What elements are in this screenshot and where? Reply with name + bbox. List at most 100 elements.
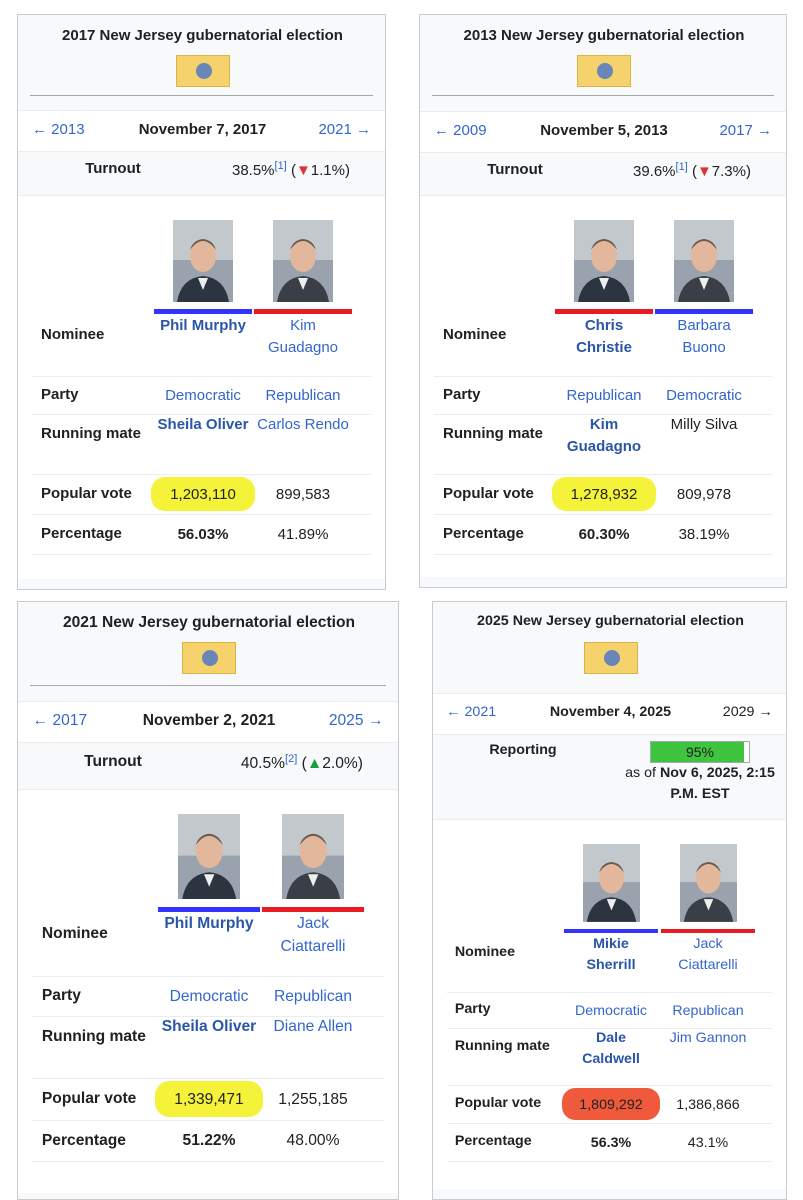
infobox: 2013 New Jersey gubernatorial election ← … (419, 14, 787, 588)
party[interactable]: Democratic (574, 1002, 648, 1019)
flag (583, 642, 638, 674)
as-of-prefix: as of (625, 765, 657, 781)
paren: ( (290, 162, 296, 179)
flag-emblem (202, 650, 218, 666)
reference[interactable]: [2] (285, 753, 298, 765)
election-date: November 2, 2021 (142, 712, 276, 729)
popular-vote: 1,278,932 (570, 486, 638, 503)
prev-election-link[interactable]: ← 2021 (446, 704, 497, 720)
nav-row (18, 110, 385, 152)
row-separator (447, 1085, 772, 1087)
change-arrow: ▼ (295, 162, 311, 179)
nominee-name[interactable]: Barbara Buono (677, 317, 731, 356)
nominee-name[interactable]: Jack Ciattarelli (678, 936, 738, 974)
row-separator (434, 514, 772, 515)
change-arrow: ▼ (696, 163, 712, 180)
party-color-bar (254, 309, 352, 314)
party[interactable]: Republican (273, 987, 353, 1005)
row-label: Percentage (41, 1131, 126, 1149)
highlight (561, 1088, 661, 1121)
running-mate[interactable]: Carlos Rendo (257, 416, 349, 433)
row-label: Party (454, 1001, 491, 1018)
running-mate[interactable]: Sheila Oliver (157, 416, 249, 433)
reference[interactable]: [1] (274, 160, 287, 172)
next-election-link[interactable]: 2017 → (719, 122, 772, 139)
popular-vote: 1,809,292 (579, 1096, 643, 1113)
party[interactable]: Democratic (169, 987, 249, 1005)
party-color-bar (655, 309, 753, 314)
progress-label: 95% (685, 744, 715, 760)
nominee-name[interactable]: Jack Ciattarelli (280, 914, 346, 955)
popular-vote: 1,255,185 (278, 1090, 348, 1108)
separator (30, 685, 386, 686)
party[interactable]: Democratic (666, 387, 742, 404)
nav-row (420, 111, 786, 153)
row-label: Party (443, 386, 481, 403)
party-color-bar (564, 928, 658, 934)
next-election-link[interactable]: 2029 → (722, 704, 773, 720)
percentage: 38.19% (678, 526, 730, 543)
row-label: Nominee (41, 326, 105, 343)
nominee-name[interactable]: Chris Christie (576, 317, 632, 356)
row-separator (32, 1119, 384, 1121)
turnout-change: 7.3% (711, 163, 746, 180)
party[interactable]: Republican (566, 387, 642, 404)
nominee-name[interactable]: Phil Murphy (164, 914, 254, 932)
row-label: Party (41, 386, 79, 403)
next-election-link[interactable]: 2025 → (328, 712, 384, 729)
turnout-label: Turnout (487, 161, 543, 178)
popular-vote: 1,386,866 (676, 1096, 740, 1113)
candidate-photo (674, 220, 734, 302)
nominee-name[interactable]: Phil Murphy (160, 317, 246, 334)
nominee-name[interactable]: Kim Guadagno (267, 317, 339, 356)
turnout-change: 2.0% (322, 755, 358, 773)
candidate-photo (177, 814, 241, 900)
percentage: 43.1% (687, 1134, 729, 1151)
turnout-percent: 40.5% (240, 755, 286, 773)
nominee-name[interactable]: Mikie Sherrill (586, 936, 636, 974)
running-mate: Milly Silva (670, 416, 738, 433)
percentage: 60.30% (578, 526, 630, 543)
candidate-photo (281, 814, 345, 900)
popular-vote: 809,978 (676, 486, 732, 503)
running-mate[interactable]: Sheila Oliver (161, 1017, 257, 1035)
reporting-label: Reporting (489, 742, 557, 758)
row-label: Running mate (41, 1027, 146, 1045)
prev-election-link[interactable]: ← 2013 (32, 121, 85, 138)
next-election-link[interactable]: 2021 → (318, 121, 371, 138)
party[interactable]: Republican (672, 1002, 744, 1019)
infobox-title: 2013 New Jersey gubernatorial election (463, 27, 745, 44)
party[interactable]: Democratic (165, 387, 241, 404)
party-color-bar (555, 309, 653, 314)
party[interactable]: Republican (265, 387, 341, 404)
row-label: Percentage (443, 525, 524, 542)
infobox-title: 2025 New Jersey gubernatorial election (477, 613, 744, 629)
running-mate[interactable]: Diane Allen (273, 1017, 353, 1035)
running-mate[interactable]: Jim Gannon (669, 1030, 747, 1047)
flag (577, 55, 631, 87)
row-label: Running mate (454, 1038, 550, 1055)
infobox: 2025 New Jersey gubernatorial election ← … (432, 601, 787, 1200)
running-mate[interactable]: Kim Guadagno (566, 416, 642, 455)
turnout-percent: 39.6% (632, 163, 676, 180)
as-of: as of Nov 6, 2025, 2:15 P.M. EST (620, 763, 780, 805)
row-separator (32, 474, 371, 475)
paren: ) (345, 162, 350, 179)
row-separator (32, 1078, 384, 1080)
candidate-photo (574, 220, 634, 302)
progress-bar: 95% (650, 741, 750, 763)
prev-election-link[interactable]: ← 2009 (434, 122, 487, 139)
paren: ( (691, 163, 697, 180)
running-mate[interactable]: Dale Caldwell (582, 1030, 640, 1068)
row-separator (32, 1015, 384, 1017)
popular-vote: 1,339,471 (174, 1090, 244, 1108)
popular-vote: 899,583 (275, 486, 331, 503)
percentage: 56.03% (177, 526, 229, 543)
prev-election-link[interactable]: ← 2017 (32, 712, 88, 729)
change-arrow: ▲ (306, 755, 323, 773)
reference[interactable]: [1] (675, 161, 688, 173)
row-separator (447, 1161, 772, 1163)
party-color-bar (262, 906, 364, 912)
highlight (552, 477, 656, 511)
row-label: Running mate (443, 425, 543, 442)
